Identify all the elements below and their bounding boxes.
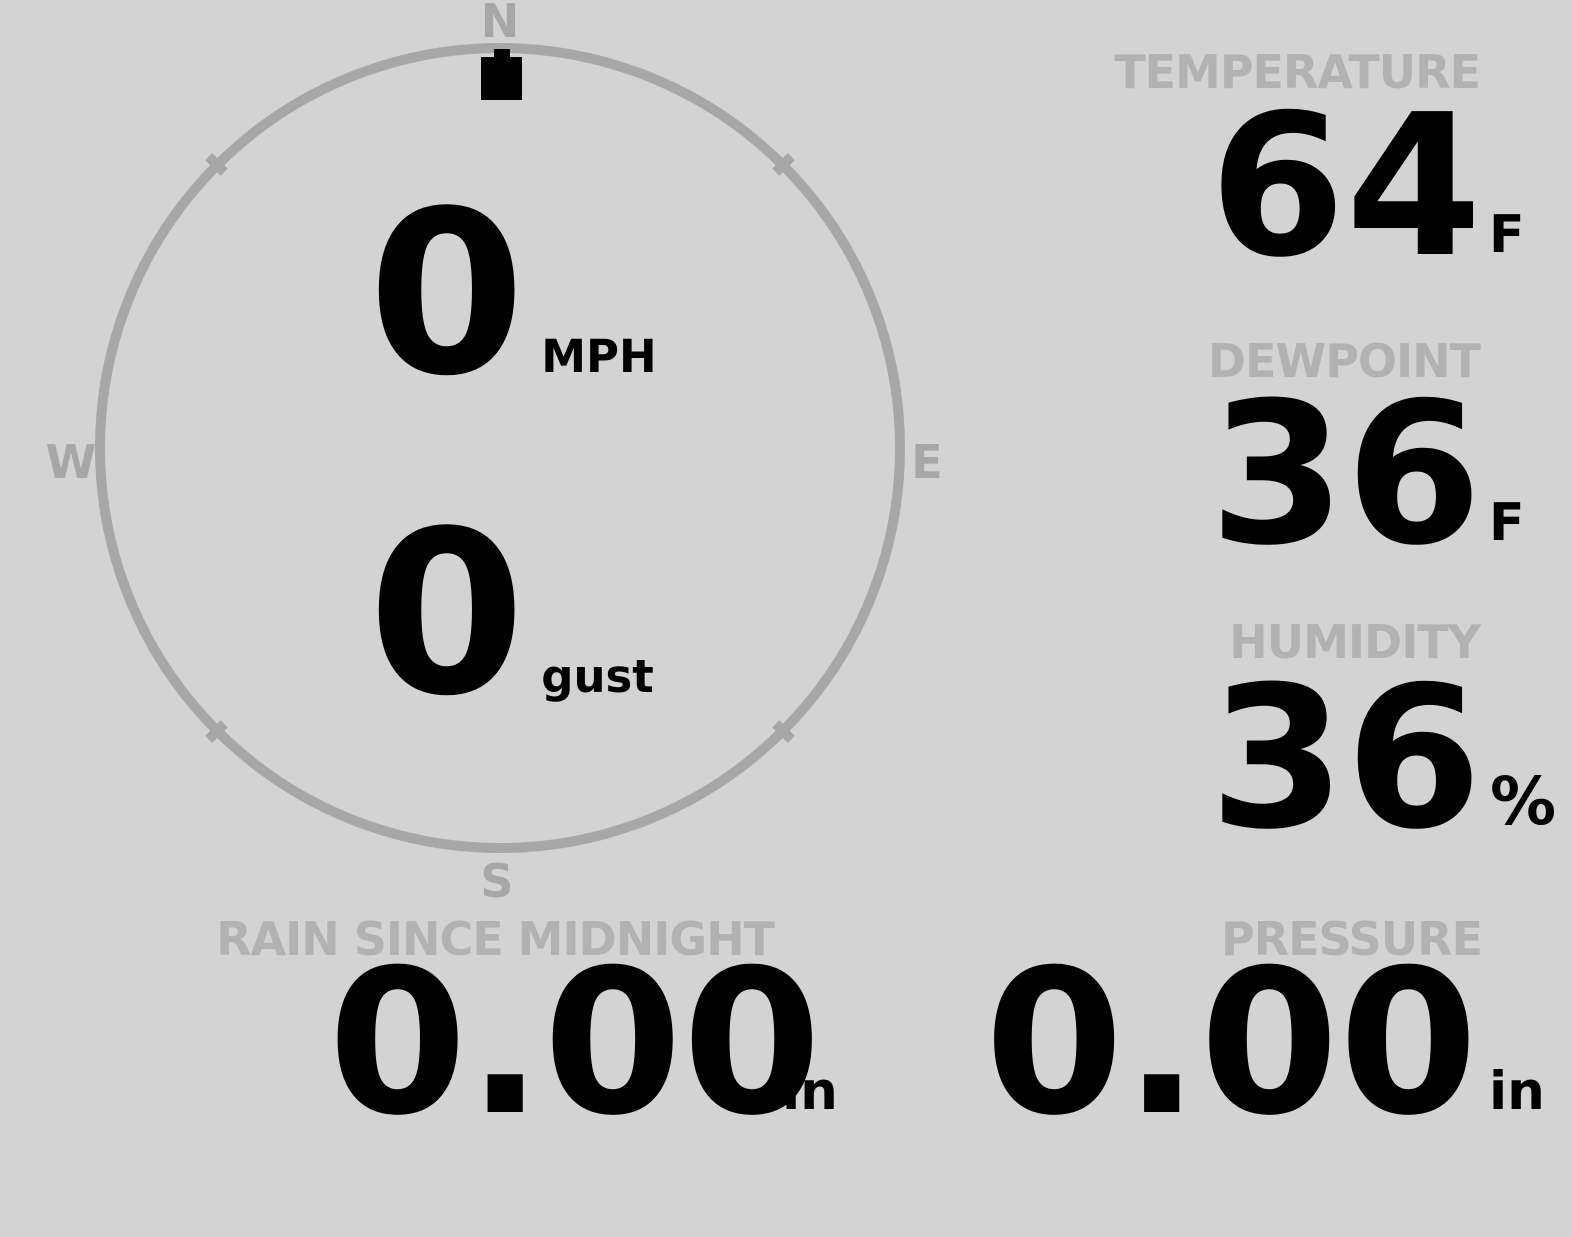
dewpoint-label: DEWPOINT	[1207, 334, 1481, 388]
compass-label-north: N	[480, 0, 520, 48]
wind-speed-value: 0	[368, 163, 526, 426]
compass-label-south: S	[480, 854, 514, 908]
dewpoint-unit: F	[1489, 493, 1525, 553]
compass-circle	[95, 43, 905, 853]
compass-label-west: W	[45, 435, 97, 489]
rain-since-midnight-value: 0.00	[328, 927, 822, 1160]
wind-gust-readout: 0 gust	[368, 502, 654, 728]
compass-tick-marks	[205, 153, 795, 743]
compass-label-east: E	[911, 435, 943, 489]
humidity-unit: %	[1490, 763, 1557, 840]
temperature-label: TEMPERATURE	[1114, 45, 1481, 99]
temperature-value: 64	[1209, 73, 1482, 301]
rain-since-midnight-unit: in	[782, 1061, 838, 1122]
wind-speed-readout: 0 MPH	[368, 182, 657, 408]
wind-gust-unit: gust	[541, 650, 654, 703]
wind-speed-unit: MPH	[541, 330, 657, 383]
wind-direction-marker	[481, 49, 522, 100]
humidity-value: 36	[1209, 645, 1482, 873]
pressure-value: 0.00	[984, 927, 1478, 1160]
dewpoint-value: 36	[1209, 361, 1482, 589]
wind-gust-value: 0	[368, 483, 526, 746]
pressure-label: PRESSURE	[1221, 912, 1483, 966]
rain-since-midnight-label: RAIN SINCE MIDNIGHT	[216, 912, 775, 966]
humidity-label: HUMIDITY	[1229, 615, 1481, 669]
pressure-unit: in	[1489, 1061, 1545, 1122]
wind-compass-dial	[95, 43, 905, 853]
temperature-unit: F	[1489, 205, 1525, 265]
